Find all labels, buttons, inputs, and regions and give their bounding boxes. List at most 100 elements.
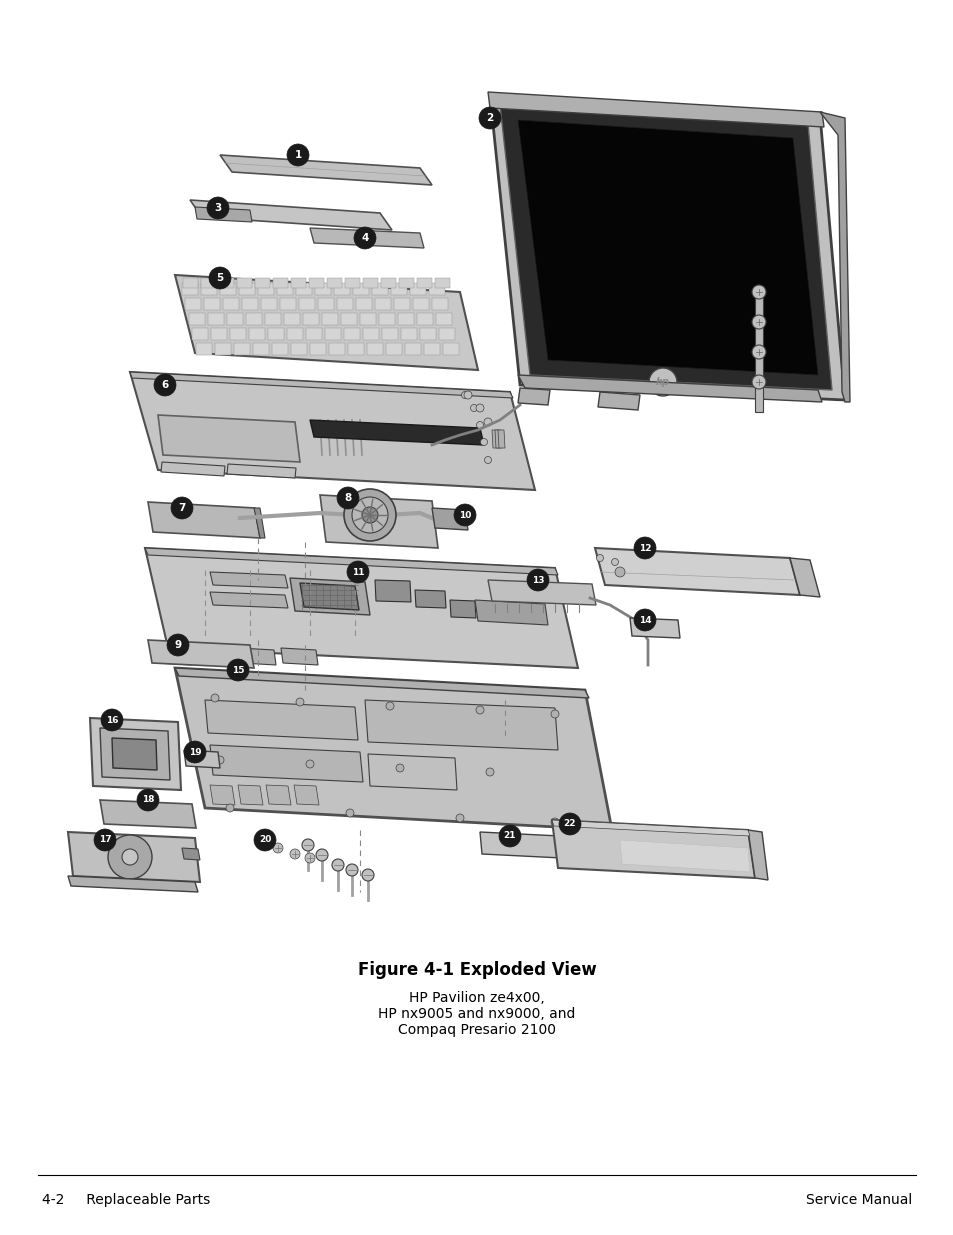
Text: 6: 6 xyxy=(161,380,169,390)
Circle shape xyxy=(209,267,231,289)
Text: 2: 2 xyxy=(486,112,493,124)
Circle shape xyxy=(551,710,558,718)
Text: Figure 4-1 Exploded View: Figure 4-1 Exploded View xyxy=(357,961,596,979)
Polygon shape xyxy=(378,312,395,325)
Polygon shape xyxy=(314,283,331,295)
Polygon shape xyxy=(290,578,370,615)
Polygon shape xyxy=(413,298,429,310)
Polygon shape xyxy=(423,343,439,354)
Polygon shape xyxy=(237,785,263,805)
Polygon shape xyxy=(265,312,281,325)
Circle shape xyxy=(634,609,656,631)
Polygon shape xyxy=(754,352,762,382)
Circle shape xyxy=(470,405,477,411)
Circle shape xyxy=(258,835,269,845)
Polygon shape xyxy=(363,329,379,340)
Polygon shape xyxy=(310,420,483,445)
Polygon shape xyxy=(154,648,192,664)
Circle shape xyxy=(207,198,229,219)
Circle shape xyxy=(498,825,520,847)
Text: 11: 11 xyxy=(352,568,364,577)
Polygon shape xyxy=(340,312,356,325)
Polygon shape xyxy=(208,312,224,325)
Polygon shape xyxy=(329,343,345,354)
Polygon shape xyxy=(598,391,639,410)
Circle shape xyxy=(480,438,487,446)
Polygon shape xyxy=(112,739,157,769)
Polygon shape xyxy=(475,600,547,625)
Polygon shape xyxy=(68,832,200,882)
Polygon shape xyxy=(242,298,258,310)
Polygon shape xyxy=(410,283,426,295)
Polygon shape xyxy=(436,312,452,325)
Polygon shape xyxy=(291,343,307,354)
Circle shape xyxy=(476,404,483,412)
Polygon shape xyxy=(348,343,364,354)
Polygon shape xyxy=(236,278,252,288)
Circle shape xyxy=(347,561,369,583)
Polygon shape xyxy=(517,120,817,375)
Circle shape xyxy=(167,634,189,656)
Circle shape xyxy=(751,315,765,329)
Text: 4-2     Replaceable Parts: 4-2 Replaceable Parts xyxy=(42,1193,210,1207)
Polygon shape xyxy=(429,283,444,295)
Polygon shape xyxy=(344,329,360,340)
Polygon shape xyxy=(322,312,337,325)
Polygon shape xyxy=(345,278,359,288)
Polygon shape xyxy=(212,329,227,340)
Circle shape xyxy=(336,487,358,509)
Circle shape xyxy=(226,804,233,811)
Polygon shape xyxy=(372,283,388,295)
Polygon shape xyxy=(359,312,375,325)
Polygon shape xyxy=(490,95,844,400)
Polygon shape xyxy=(287,329,303,340)
Polygon shape xyxy=(517,375,821,403)
Text: 12: 12 xyxy=(639,543,651,552)
Polygon shape xyxy=(754,382,762,412)
Text: 8: 8 xyxy=(344,493,352,503)
Circle shape xyxy=(395,764,403,772)
Polygon shape xyxy=(90,718,181,790)
Circle shape xyxy=(751,375,765,389)
Polygon shape xyxy=(492,430,498,448)
Text: 19: 19 xyxy=(189,747,201,757)
Polygon shape xyxy=(382,329,398,340)
Polygon shape xyxy=(214,343,231,354)
Polygon shape xyxy=(253,508,265,538)
Polygon shape xyxy=(210,592,288,608)
Circle shape xyxy=(386,701,394,710)
Polygon shape xyxy=(174,668,588,698)
Polygon shape xyxy=(227,464,295,478)
Circle shape xyxy=(461,391,468,399)
Polygon shape xyxy=(273,278,288,288)
Text: 5: 5 xyxy=(216,273,223,283)
Polygon shape xyxy=(227,312,243,325)
Circle shape xyxy=(454,504,476,526)
Circle shape xyxy=(211,694,219,701)
Text: 16: 16 xyxy=(106,715,118,725)
Polygon shape xyxy=(184,750,220,768)
Polygon shape xyxy=(130,372,535,490)
Text: 15: 15 xyxy=(232,666,244,674)
Circle shape xyxy=(648,368,677,396)
Polygon shape xyxy=(327,278,341,288)
Circle shape xyxy=(122,848,138,864)
Polygon shape xyxy=(337,298,354,310)
Polygon shape xyxy=(272,343,288,354)
Polygon shape xyxy=(319,495,437,548)
Circle shape xyxy=(184,741,206,763)
Polygon shape xyxy=(280,298,296,310)
Polygon shape xyxy=(195,343,212,354)
Polygon shape xyxy=(442,343,458,354)
Circle shape xyxy=(302,839,314,851)
Polygon shape xyxy=(435,278,450,288)
Circle shape xyxy=(253,829,275,851)
Polygon shape xyxy=(231,329,246,340)
Polygon shape xyxy=(375,298,391,310)
Polygon shape xyxy=(261,298,277,310)
Circle shape xyxy=(290,848,299,860)
Polygon shape xyxy=(193,329,209,340)
Text: HP nx9005 and nx9000, and: HP nx9005 and nx9000, and xyxy=(378,1007,575,1021)
Polygon shape xyxy=(303,312,318,325)
Text: Compaq Presario 2100: Compaq Presario 2100 xyxy=(397,1023,556,1037)
